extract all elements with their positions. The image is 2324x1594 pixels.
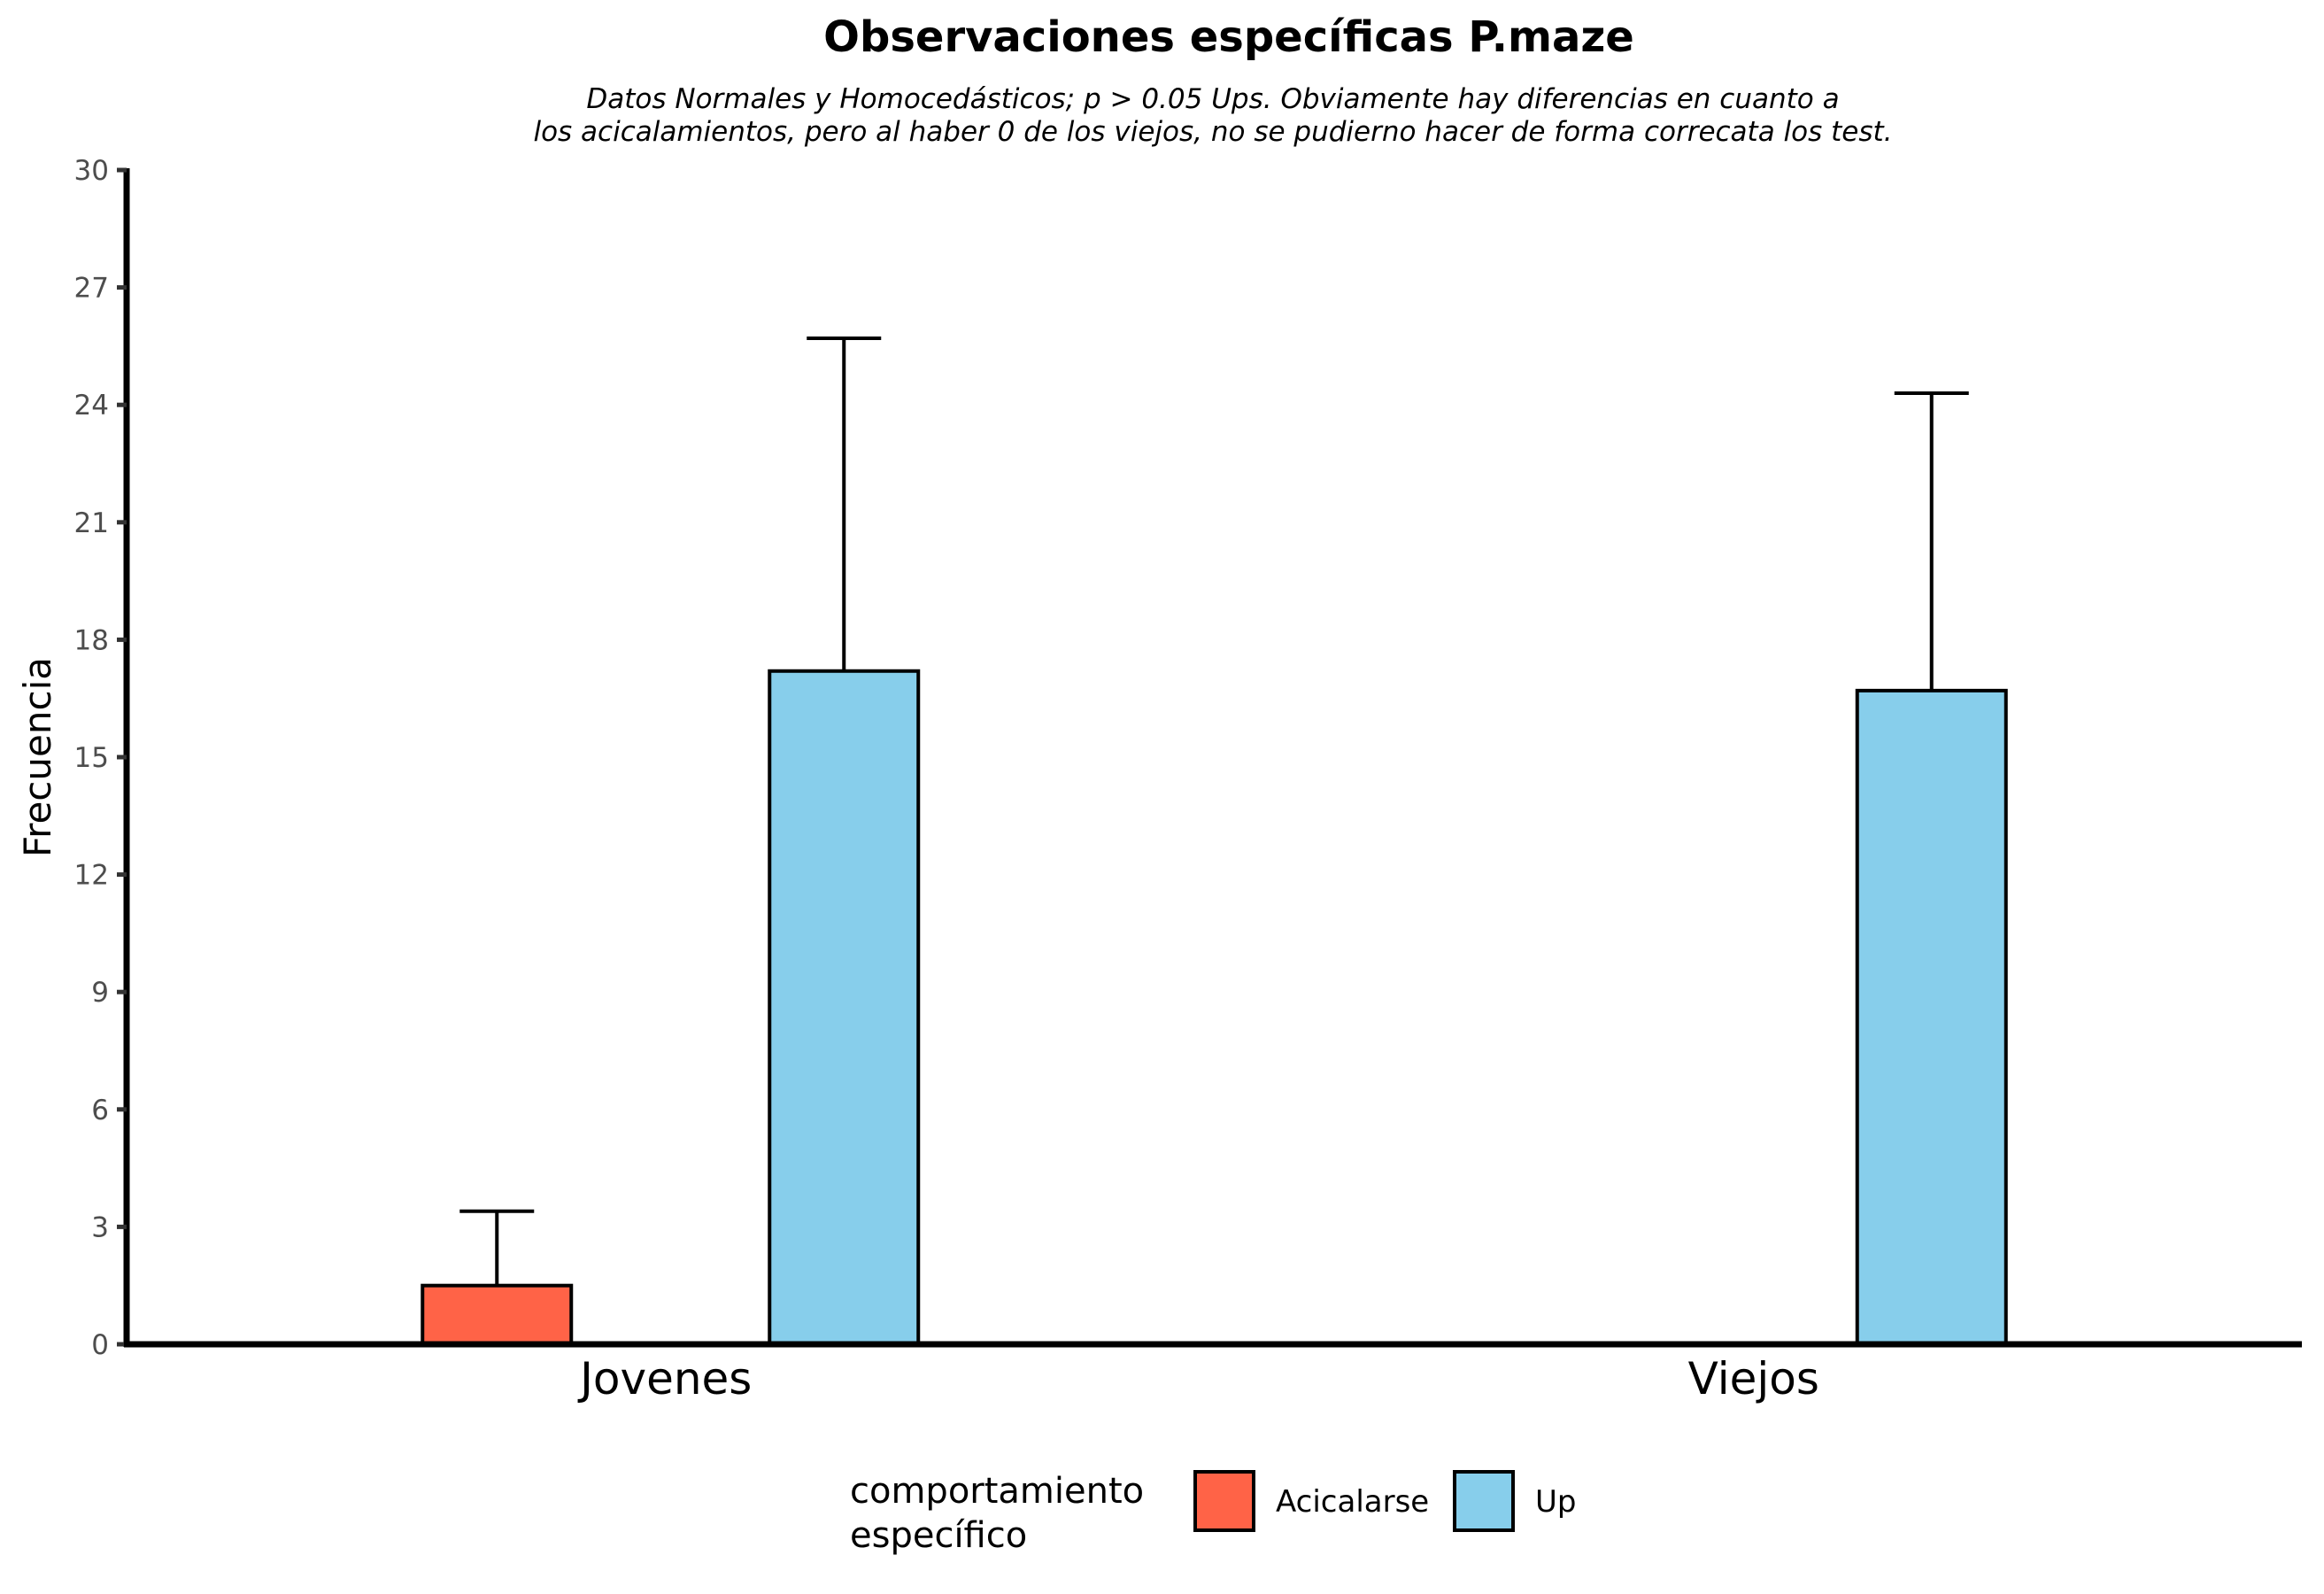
chart-title: Observaciones específicas P.maze (823, 12, 1634, 62)
legend-label-up: Up (1535, 1484, 1576, 1520)
x-tick-label: Jovenes (577, 1353, 752, 1404)
y-tick-label: 3 (91, 1211, 109, 1243)
legend-key-up (1453, 1470, 1515, 1532)
y-tick-label: 12 (74, 860, 109, 892)
y-tick-label: 30 (74, 155, 109, 187)
x-tick-label: Viejos (1688, 1353, 1819, 1404)
y-tick-label: 6 (91, 1095, 109, 1126)
y-tick-label: 9 (91, 977, 109, 1009)
legend: comportamiento específico Acicalarse Up (850, 1470, 1576, 1556)
y-tick-label: 21 (74, 507, 109, 539)
y-tick-label: 27 (74, 273, 109, 305)
y-tick-label: 18 (74, 624, 109, 656)
y-axis: 0 3 6 9 12 15 18 21 24 27 30 (74, 155, 130, 1361)
y-axis-title: Frecuencia (16, 657, 59, 857)
chart-subtitle-line-2: los acicalamientos, pero al haber 0 de l… (533, 116, 1892, 148)
legend-label-acicalarse: Acicalarse (1276, 1484, 1429, 1520)
legend-key-acicalarse (1193, 1470, 1255, 1532)
y-tick-label: 0 (91, 1329, 109, 1361)
legend-title-line-1: comportamiento (850, 1471, 1144, 1512)
bar-up-viejos (1855, 688, 2008, 1346)
bar-acicalarse-jovenes (421, 1283, 574, 1346)
chart-subtitle-line-1: Datos Normales y Homocedásticos; p > 0.0… (586, 83, 1839, 115)
y-tick-label: 15 (74, 742, 109, 774)
x-axis: Jovenes Viejos (124, 1341, 2302, 1404)
bars (421, 337, 2008, 1346)
y-tick-label: 24 (74, 390, 109, 422)
bar-up-jovenes (768, 669, 921, 1346)
legend-title-line-2: específico (850, 1515, 1027, 1556)
